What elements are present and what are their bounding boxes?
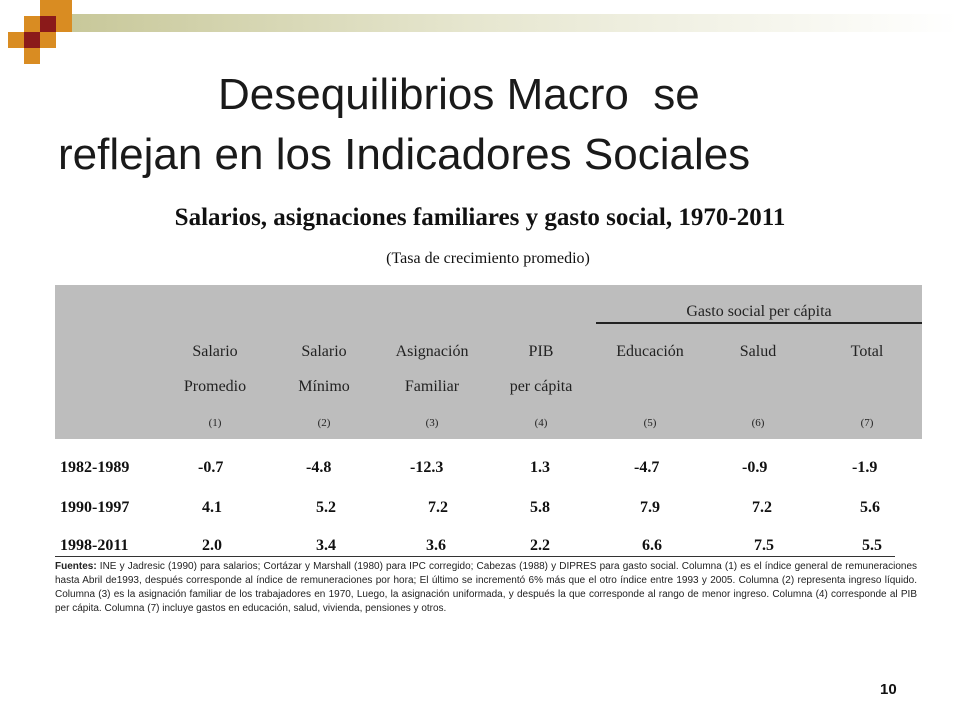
- table-cell: 7.9: [640, 499, 660, 516]
- col4-header-line2: per cápita: [509, 378, 573, 395]
- footnote-label: Fuentes:: [55, 561, 97, 572]
- decor-square: [24, 16, 40, 32]
- col7-header-number: (7): [860, 417, 874, 429]
- slide-title-line1: Desequilibrios Macro se: [218, 70, 700, 119]
- decor-square: [40, 0, 56, 16]
- col1-header-line1: Salario: [192, 343, 238, 360]
- decor-square: [40, 16, 56, 32]
- table-cell: 5.6: [860, 499, 880, 516]
- table-cell: -1.9: [852, 459, 878, 476]
- table-cell: -0.9: [742, 459, 768, 476]
- row-period: 1982-1989: [60, 459, 130, 476]
- page-number: 10: [880, 681, 897, 698]
- table-subtitle: (Tasa de crecimiento promedio): [386, 250, 590, 267]
- table-cell: 2.2: [530, 537, 550, 554]
- col3-header-line1: Asignación: [395, 343, 469, 360]
- col4-header-line1: PIB: [528, 343, 554, 360]
- decor-square: [24, 32, 40, 48]
- table-cell: -0.7: [198, 459, 224, 476]
- table-title: Salarios, asignaciones familiares y gast…: [174, 204, 786, 231]
- col3-header-number: (3): [425, 417, 439, 429]
- table-cell: 7.5: [754, 537, 774, 554]
- table-footnote: Fuentes: INE y Jadresic (1990) para sala…: [55, 560, 917, 616]
- table-cell: 4.1: [202, 499, 222, 516]
- col1-header-line2: Promedio: [183, 378, 247, 395]
- table-cell: 1.3: [530, 459, 550, 476]
- row-period: 1990-1997: [60, 499, 130, 516]
- slide-title-line2: reflejan en los Indicadores Sociales: [58, 130, 751, 179]
- decor-square: [8, 32, 24, 48]
- col7-header-line1: Total: [850, 343, 884, 360]
- header-gradient-bar: [72, 14, 958, 32]
- col2-header-number: (2): [317, 417, 331, 429]
- table-cell: 5.2: [316, 499, 336, 516]
- col5-header-number: (5): [643, 417, 657, 429]
- col6-header-line1: Salud: [739, 343, 777, 360]
- table-cell: 5.5: [862, 537, 882, 554]
- table-cell: -12.3: [410, 459, 444, 476]
- col2-header-line1: Salario: [301, 343, 347, 360]
- table-header-background: [55, 285, 922, 439]
- table-cell: 5.8: [530, 499, 550, 516]
- table-cell: 3.6: [426, 537, 446, 554]
- table-cell: -4.8: [306, 459, 332, 476]
- group-header: Gasto social per cápita: [686, 303, 832, 320]
- table-cell: 3.4: [316, 537, 336, 554]
- col1-header-number: (1): [208, 417, 222, 429]
- table-cell: 6.6: [642, 537, 662, 554]
- col4-header-number: (4): [534, 417, 548, 429]
- decor-square: [56, 16, 72, 32]
- table-cell: -4.7: [634, 459, 660, 476]
- table-bottom-rule: [55, 556, 895, 557]
- table-cell: 7.2: [428, 499, 448, 516]
- col5-header-line1: Educación: [616, 343, 684, 360]
- table-cell: 7.2: [752, 499, 772, 516]
- table-cell: 2.0: [202, 537, 222, 554]
- decor-square: [40, 32, 56, 48]
- group-header-underline: [596, 322, 922, 324]
- col3-header-line2: Familiar: [404, 378, 460, 395]
- col2-header-line2: Mínimo: [298, 378, 350, 395]
- footnote-text: INE y Jadresic (1990) para salarios; Cor…: [55, 561, 918, 614]
- decor-square: [56, 0, 72, 16]
- col6-header-number: (6): [751, 417, 765, 429]
- decor-square: [24, 48, 40, 64]
- row-period: 1998-2011: [60, 537, 129, 554]
